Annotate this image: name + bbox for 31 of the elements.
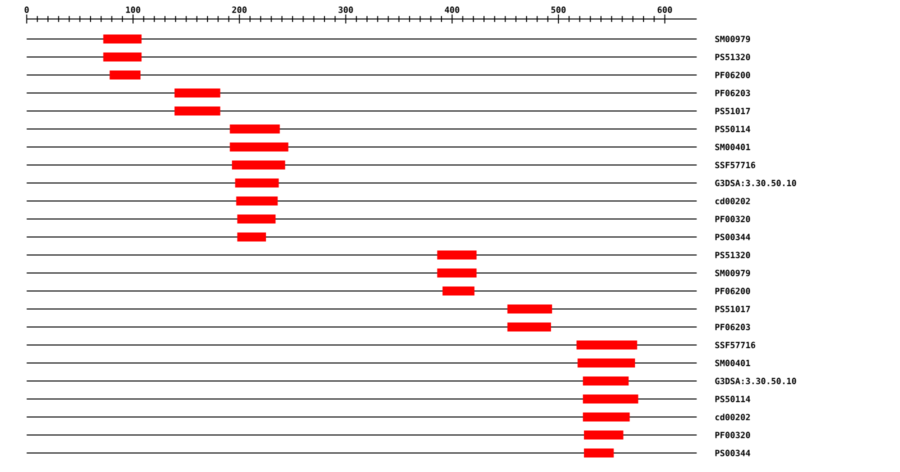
x-tick-label: 400 — [444, 6, 460, 13]
y-tick-label: PS51320 — [715, 54, 750, 60]
x-tick-label: 0 — [24, 6, 29, 13]
x-tick-label: 500 — [551, 6, 566, 13]
x-tick-label: 100 — [126, 6, 140, 13]
x-tick-label: 300 — [338, 6, 353, 13]
y-tick-label: PF06200 — [715, 72, 750, 78]
y-tick-label: cd00202 — [715, 198, 750, 204]
y-tick-label: PS51320 — [715, 252, 750, 258]
y-tick-label: PS50114 — [715, 396, 750, 402]
y-tick-label: PS00344 — [715, 234, 750, 240]
y-tick-label: PS51017 — [715, 108, 750, 114]
y-tick-label: SM00979 — [715, 270, 750, 276]
y-tick-label: PS51017 — [715, 306, 750, 312]
y-tick-label: SSF57716 — [715, 342, 756, 348]
y-tick-label: SSF57716 — [715, 162, 756, 168]
y-tick-label: PS00344 — [715, 450, 750, 456]
x-tick-label: 200 — [232, 6, 247, 13]
y-tick-label: cd00202 — [715, 414, 750, 420]
y-tick-label: SM00979 — [715, 36, 750, 42]
y-tick-label: PF06203 — [715, 324, 750, 330]
y-tick-label: PF06200 — [715, 288, 750, 294]
y-tick-label: PF00320 — [715, 216, 750, 222]
y-tick-label: PF00320 — [715, 432, 750, 438]
y-tick-label: PF06203 — [715, 90, 750, 96]
x-tick-label: 600 — [658, 6, 672, 13]
y-tick-label: G3DSA:3.30.50.10 — [715, 180, 796, 186]
y-tick-label: PS50114 — [715, 126, 750, 132]
y-tick-label: SM00401 — [715, 144, 750, 150]
y-tick-label: SM00401 — [715, 360, 750, 366]
y-tick-label: G3DSA:3.30.50.10 — [715, 378, 796, 384]
